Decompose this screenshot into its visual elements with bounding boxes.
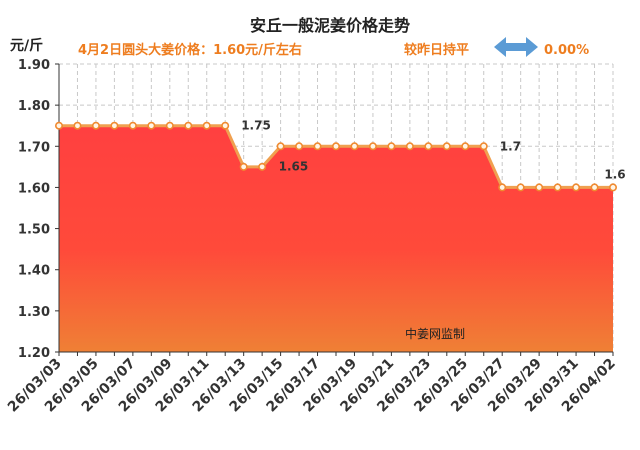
axes	[55, 63, 614, 356]
data-point	[110, 121, 119, 130]
data-point	[91, 121, 100, 130]
y-tick-label: 1.80	[18, 99, 50, 114]
y-axis-label: 元/斤	[10, 37, 43, 54]
y-tick-label: 1.90	[18, 58, 50, 73]
data-point	[424, 142, 433, 151]
data-point	[313, 142, 322, 151]
data-point	[295, 142, 304, 151]
data-point	[54, 121, 63, 130]
data-label: 1.6	[604, 167, 625, 181]
data-point	[276, 142, 285, 151]
y-tick-label: 1.40	[18, 264, 50, 279]
data-point	[608, 183, 617, 192]
data-point	[202, 121, 211, 130]
double-arrow-icon	[494, 37, 538, 57]
data-point	[258, 162, 267, 171]
chart-title: 安丘一般泥姜价格走势	[250, 16, 410, 35]
data-point	[572, 183, 581, 192]
data-point	[221, 121, 230, 130]
area-shape	[59, 125, 613, 352]
data-point	[535, 183, 544, 192]
y-tick-label: 1.20	[18, 346, 50, 361]
data-label: 1.75	[241, 119, 271, 133]
y-tick-label: 1.70	[18, 140, 50, 155]
data-point	[368, 142, 377, 151]
y-tick-label: 1.60	[18, 181, 50, 196]
area-fill	[59, 125, 613, 352]
data-point	[479, 142, 488, 151]
data-point	[165, 121, 174, 130]
change-percent: 0.00%	[544, 43, 589, 58]
data-point	[239, 162, 248, 171]
data-point	[442, 142, 451, 151]
data-markers	[54, 121, 617, 192]
data-labels: 1.75 1.65 1.7 1.6	[241, 119, 625, 182]
data-point	[350, 142, 359, 151]
data-point	[184, 121, 193, 130]
watermark: 中姜网监制	[405, 326, 465, 341]
y-tick-labels: 1.20 1.30 1.40 1.50 1.60 1.70 1.80 1.90	[18, 58, 50, 361]
data-point	[516, 183, 525, 192]
data-point	[128, 121, 137, 130]
data-point	[405, 142, 414, 151]
data-point	[498, 183, 507, 192]
data-label: 1.65	[279, 159, 309, 173]
data-point	[461, 142, 470, 151]
y-tick-label: 1.30	[18, 305, 50, 320]
data-point	[331, 142, 340, 151]
subtitle-change: 较昨日持平	[404, 42, 469, 58]
y-tick-label: 1.50	[18, 223, 50, 238]
data-label: 1.7	[500, 139, 521, 153]
data-point	[73, 121, 82, 130]
data-point	[553, 183, 562, 192]
subtitle-price: 4月2日圆头大姜价格：1.60元/斤左右	[78, 42, 302, 58]
data-point	[590, 183, 599, 192]
x-tick-labels: 26/03/0326/03/0526/03/0726/03/0926/03/11…	[5, 356, 619, 416]
data-point	[387, 142, 396, 151]
data-point	[147, 121, 156, 130]
